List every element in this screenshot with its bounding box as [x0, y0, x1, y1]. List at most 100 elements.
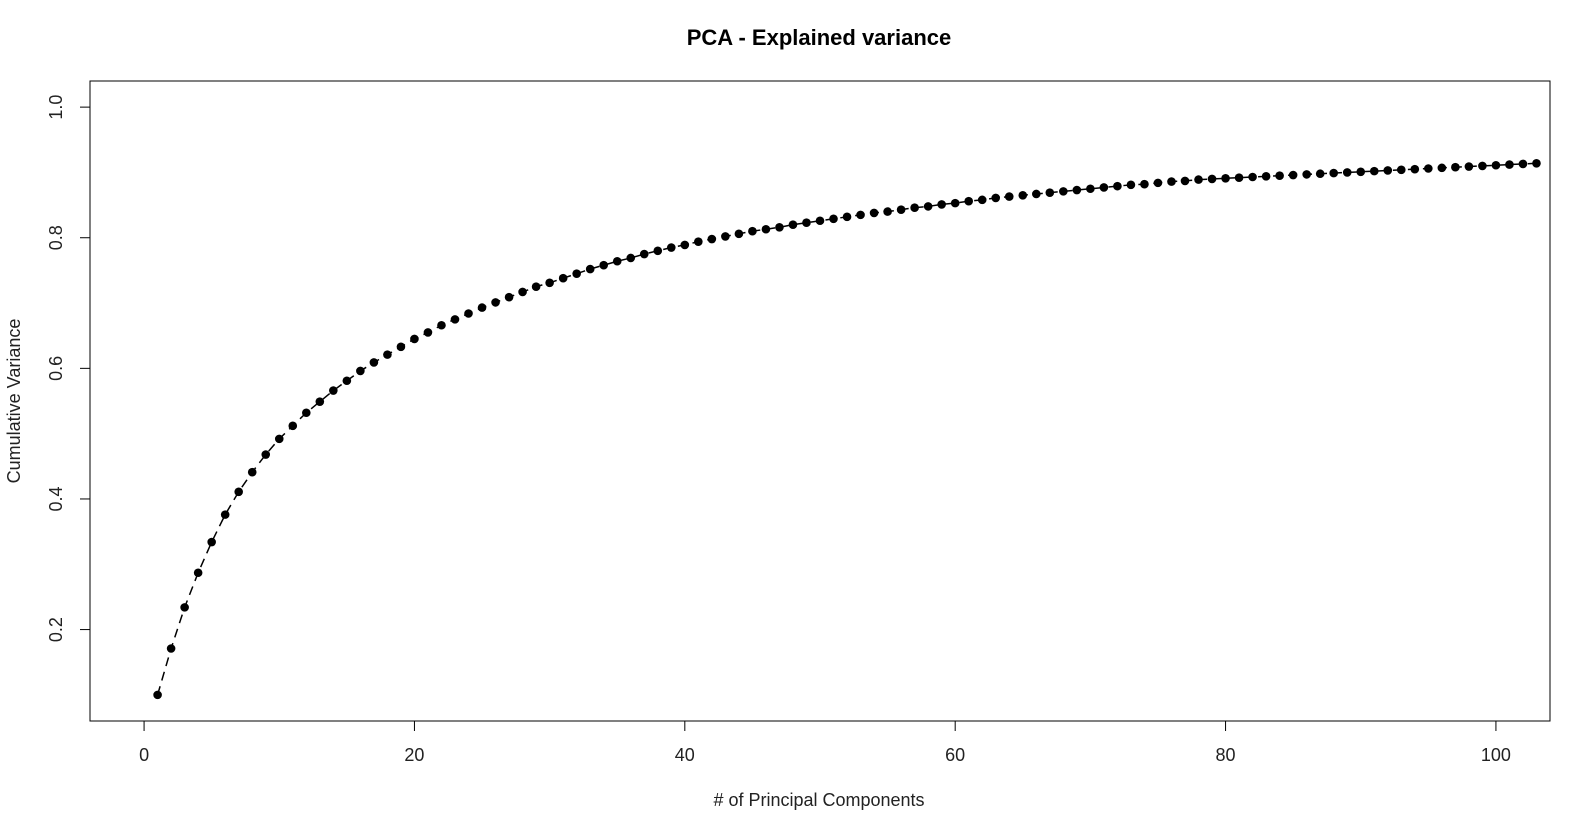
data-point: [1383, 166, 1393, 175]
data-point: [234, 487, 243, 497]
data-point: [869, 208, 879, 218]
data-point: [1342, 168, 1352, 177]
data-point: [775, 222, 784, 232]
data-point: [1059, 187, 1068, 196]
data-point: [856, 210, 865, 220]
y-tick-label: 0.6: [46, 356, 66, 381]
data-point: [1248, 172, 1257, 182]
data-point: [883, 207, 892, 216]
data-point: [315, 397, 325, 406]
y-tick-label: 1.0: [46, 95, 66, 120]
data-point: [1221, 174, 1230, 183]
data-point: [450, 315, 460, 324]
data-point: [1126, 180, 1136, 190]
data-point: [950, 198, 960, 208]
data-point: [1140, 179, 1149, 189]
data-point: [1532, 158, 1541, 168]
data-point: [518, 287, 527, 297]
data-point: [585, 264, 595, 274]
y-tick-label: 0.2: [46, 617, 66, 642]
x-tick-label: 80: [1216, 745, 1236, 765]
data-point: [1464, 162, 1474, 171]
data-point: [1356, 167, 1366, 177]
data-point: [572, 269, 581, 278]
data-point: [1018, 190, 1028, 200]
data-point: [220, 510, 230, 519]
x-tick-label: 40: [675, 745, 695, 765]
data-point: [1397, 165, 1406, 175]
data-point: [639, 249, 649, 259]
data-point: [1261, 172, 1271, 181]
data-point: [491, 298, 500, 307]
data-point: [207, 537, 216, 547]
data-point: [694, 237, 703, 246]
data-point: [369, 358, 379, 367]
data-point: [1437, 163, 1447, 173]
data-point: [288, 421, 298, 431]
data-point: [410, 334, 419, 344]
plot-area: [89, 80, 1551, 722]
data-point: [964, 196, 973, 206]
data-point: [923, 202, 933, 211]
x-axis-label: # of Principal Components: [713, 790, 924, 810]
data-point: [1275, 171, 1284, 180]
data-point: [680, 240, 690, 250]
data-point: [342, 376, 352, 386]
data-point: [261, 450, 271, 459]
data-point: [653, 246, 663, 256]
data-point: [1086, 184, 1095, 194]
data-point: [626, 253, 636, 263]
x-tick-label: 100: [1481, 745, 1511, 765]
data-point: [396, 342, 406, 352]
data-point: [1424, 164, 1433, 173]
data-point: [1099, 183, 1109, 192]
data-point: [1180, 176, 1190, 186]
data-point: [1518, 159, 1528, 169]
data-point: [721, 232, 730, 241]
data-point: [153, 690, 162, 700]
x-tick-label: 0: [139, 745, 149, 765]
x-axis: 0 20 40 60 80 100: [139, 721, 1511, 765]
y-axis-label: Cumulative Variance: [4, 319, 24, 484]
data-point: [423, 328, 433, 337]
data-point: [1167, 177, 1176, 186]
data-point: [612, 256, 622, 266]
data-point: [1153, 178, 1163, 188]
data-point: [1045, 188, 1055, 197]
data-point: [558, 273, 568, 283]
data-point: [329, 386, 338, 395]
data-point: [788, 220, 798, 229]
data-point: [180, 603, 189, 612]
data-point: [1072, 185, 1082, 195]
data-point: [1234, 173, 1244, 182]
data-point: [545, 278, 554, 288]
data-point: [1491, 160, 1501, 170]
data-point: [842, 212, 852, 222]
data-point: [1207, 174, 1217, 184]
data-point: [1410, 164, 1420, 174]
data-point: [991, 193, 1001, 203]
data-point: [937, 200, 946, 209]
data-point: [802, 218, 811, 228]
data-point: [302, 408, 311, 418]
data-point: [977, 195, 987, 205]
series-layer: [153, 158, 1541, 700]
data-point: [437, 320, 446, 330]
data-point: [1478, 161, 1487, 171]
data-point: [748, 226, 757, 236]
data-point: [599, 260, 608, 270]
data-point: [1505, 160, 1514, 169]
data-point: [1315, 169, 1325, 179]
data-point: [815, 216, 825, 226]
data-point: [383, 350, 392, 359]
data-point: [1302, 170, 1311, 179]
data-point: [910, 203, 919, 212]
x-tick-label: 20: [404, 745, 424, 765]
data-point: [356, 366, 365, 376]
data-point: [274, 434, 284, 444]
data-point: [531, 282, 541, 292]
data-point: [1194, 175, 1203, 184]
data-point: [1451, 162, 1460, 172]
